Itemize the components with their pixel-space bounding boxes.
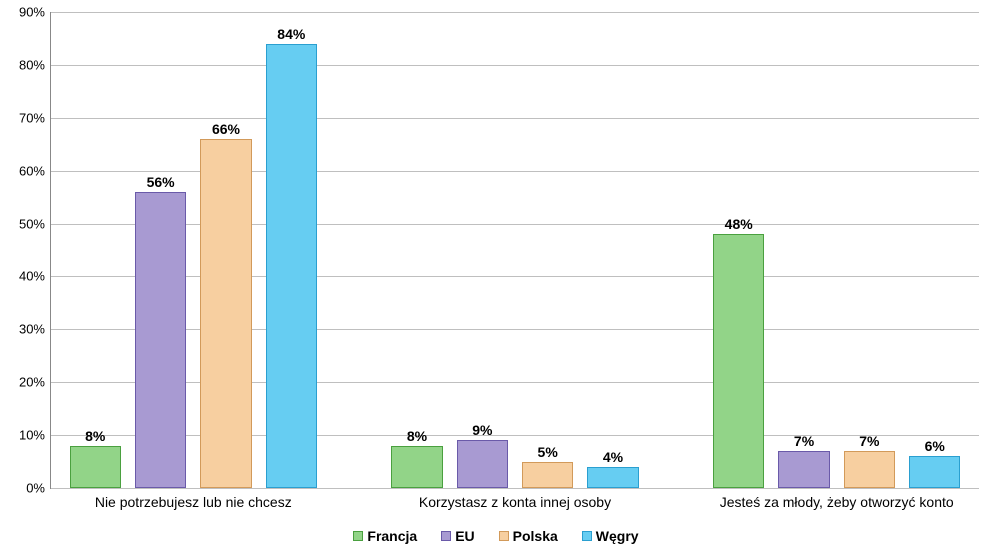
y-tick-label: 20% xyxy=(19,375,45,390)
bar-value-label: 48% xyxy=(725,216,753,232)
bar xyxy=(844,451,895,488)
y-tick-label: 60% xyxy=(19,163,45,178)
bar-value-label: 5% xyxy=(538,444,558,460)
legend-label: Polska xyxy=(513,528,558,544)
bar-value-label: 6% xyxy=(925,438,945,454)
bar xyxy=(200,139,251,488)
bar-value-label: 8% xyxy=(407,428,427,444)
legend-label: Francja xyxy=(367,528,417,544)
bar-value-label: 7% xyxy=(859,433,879,449)
gridline xyxy=(51,435,979,436)
bar xyxy=(70,446,121,488)
bar xyxy=(587,467,638,488)
legend-label: Węgry xyxy=(596,528,639,544)
y-tick-label: 40% xyxy=(19,269,45,284)
y-tick-label: 80% xyxy=(19,57,45,72)
gridline xyxy=(51,276,979,277)
legend-item: Francja xyxy=(353,528,417,544)
category-label: Jesteś za młody, żeby otworzyć konto xyxy=(720,494,954,510)
bar-value-label: 7% xyxy=(794,433,814,449)
bar xyxy=(909,456,960,488)
legend: Francja EU Polska Węgry xyxy=(0,528,992,544)
legend-label: EU xyxy=(455,528,474,544)
gridline xyxy=(51,65,979,66)
bar-value-label: 4% xyxy=(603,449,623,465)
legend-item: Węgry xyxy=(582,528,639,544)
legend-swatch xyxy=(353,531,363,541)
y-tick-label: 30% xyxy=(19,322,45,337)
bar xyxy=(391,446,442,488)
legend-swatch xyxy=(499,531,509,541)
gridline xyxy=(51,171,979,172)
y-tick-label: 90% xyxy=(19,5,45,20)
legend-swatch xyxy=(582,531,592,541)
legend-item: EU xyxy=(441,528,474,544)
gridline xyxy=(51,382,979,383)
y-tick-label: 0% xyxy=(26,481,45,496)
category-label: Nie potrzebujesz lub nie chcesz xyxy=(95,494,292,510)
y-tick-label: 70% xyxy=(19,110,45,125)
legend-item: Polska xyxy=(499,528,558,544)
gridline xyxy=(51,224,979,225)
bar xyxy=(457,440,508,488)
gridline xyxy=(51,329,979,330)
bar xyxy=(135,192,186,488)
bar-value-label: 8% xyxy=(85,428,105,444)
bar xyxy=(778,451,829,488)
bar xyxy=(713,234,764,488)
bar-value-label: 56% xyxy=(147,174,175,190)
bar-value-label: 84% xyxy=(277,26,305,42)
gridline xyxy=(51,488,979,489)
bar-chart: 0% 10% 20% 30% 40% 50% 60% 70% 80% 90% Nie potrzeb… xyxy=(0,0,992,548)
gridline xyxy=(51,12,979,13)
legend-swatch xyxy=(441,531,451,541)
y-tick-label: 10% xyxy=(19,428,45,443)
category-label: Korzystasz z konta innej osoby xyxy=(419,494,611,510)
y-tick-label: 50% xyxy=(19,216,45,231)
bar xyxy=(266,44,317,488)
bar-value-label: 66% xyxy=(212,121,240,137)
bar-value-label: 9% xyxy=(472,422,492,438)
gridline xyxy=(51,118,979,119)
bar xyxy=(522,462,573,488)
plot-area: 0%10%20%30%40%50%60%70%80%90%Nie potrzeb… xyxy=(50,12,979,489)
